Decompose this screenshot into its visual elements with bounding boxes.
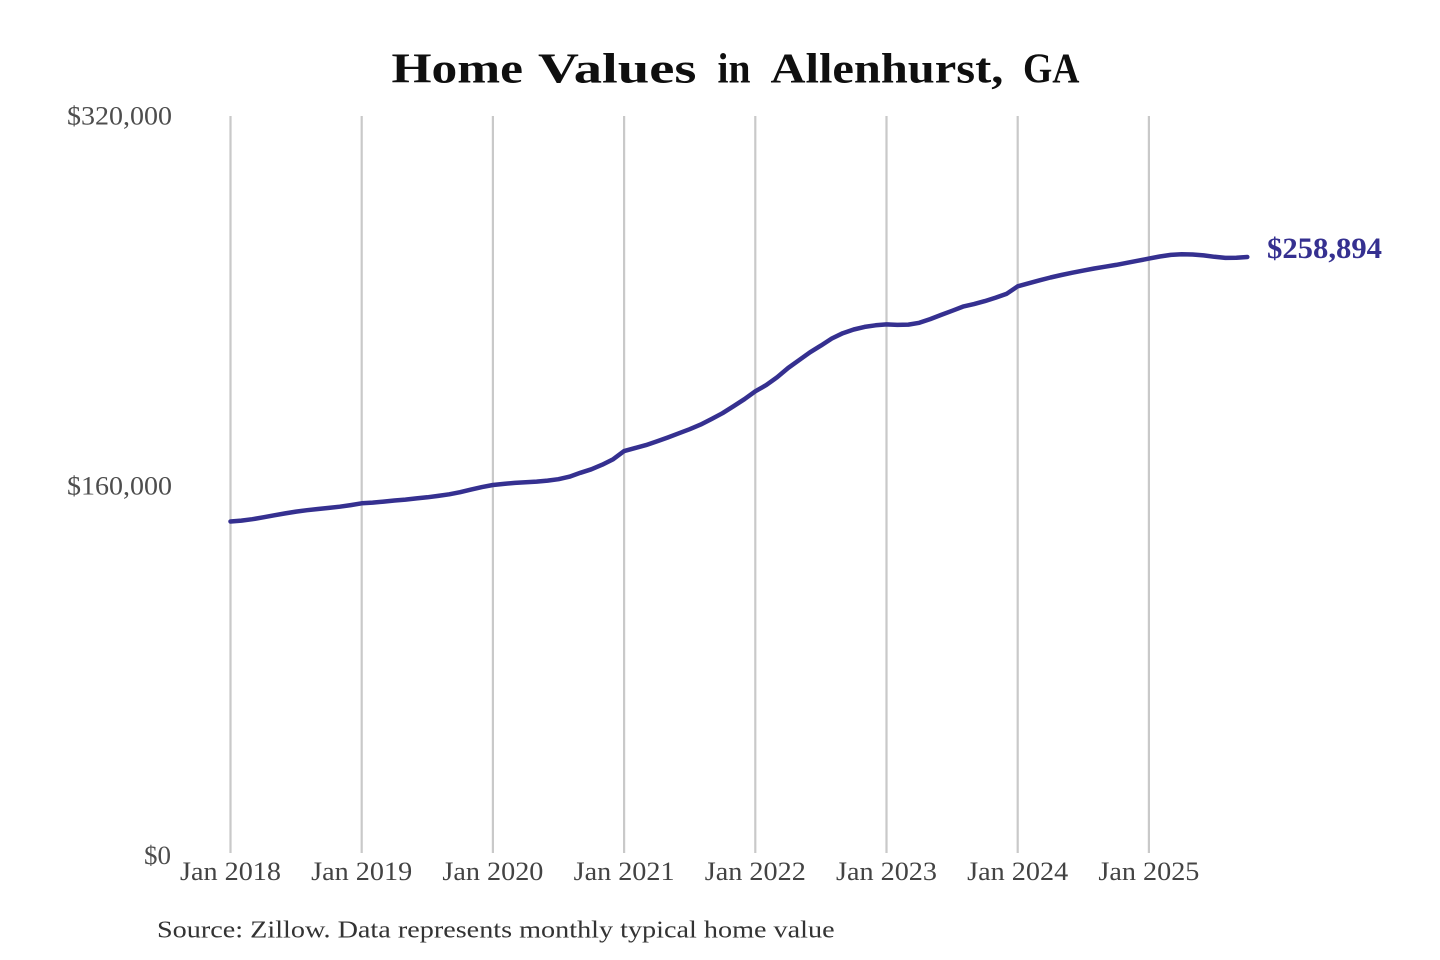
svg-text:$160,000: $160,000 bbox=[67, 470, 172, 500]
svg-text:Jan 2022: Jan 2022 bbox=[705, 856, 806, 886]
svg-text:$258,894: $258,894 bbox=[1267, 232, 1382, 265]
svg-text:Jan 2021: Jan 2021 bbox=[574, 856, 675, 886]
svg-text:Source: Zillow. Data represent: Source: Zillow. Data represents monthly … bbox=[157, 916, 835, 943]
svg-text:Jan 2024: Jan 2024 bbox=[967, 856, 1068, 886]
svg-text:$0: $0 bbox=[144, 840, 171, 870]
svg-text:Allenhurst,: Allenhurst, bbox=[771, 44, 1004, 92]
svg-text:Values: Values bbox=[538, 44, 696, 92]
svg-text:in: in bbox=[718, 44, 751, 92]
svg-text:Jan 2020: Jan 2020 bbox=[442, 856, 543, 886]
svg-text:Jan 2018: Jan 2018 bbox=[180, 856, 281, 886]
svg-text:Home: Home bbox=[392, 46, 523, 93]
svg-text:Jan 2023: Jan 2023 bbox=[836, 856, 937, 886]
svg-text:GA: GA bbox=[1023, 44, 1079, 92]
svg-text:Jan 2025: Jan 2025 bbox=[1098, 856, 1199, 886]
svg-text:$320,000: $320,000 bbox=[67, 101, 172, 131]
svg-text:Jan 2019: Jan 2019 bbox=[311, 856, 412, 886]
